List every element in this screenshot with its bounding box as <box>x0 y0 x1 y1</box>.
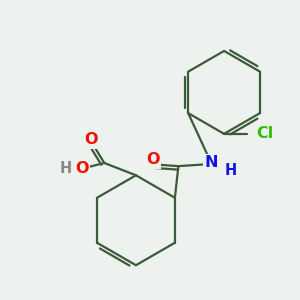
Text: H: H <box>60 161 72 176</box>
Text: O: O <box>84 132 98 147</box>
Text: N: N <box>204 155 218 170</box>
Text: O: O <box>75 161 88 176</box>
Text: H: H <box>225 163 237 178</box>
Text: Cl: Cl <box>256 126 274 141</box>
Text: O: O <box>146 152 160 167</box>
